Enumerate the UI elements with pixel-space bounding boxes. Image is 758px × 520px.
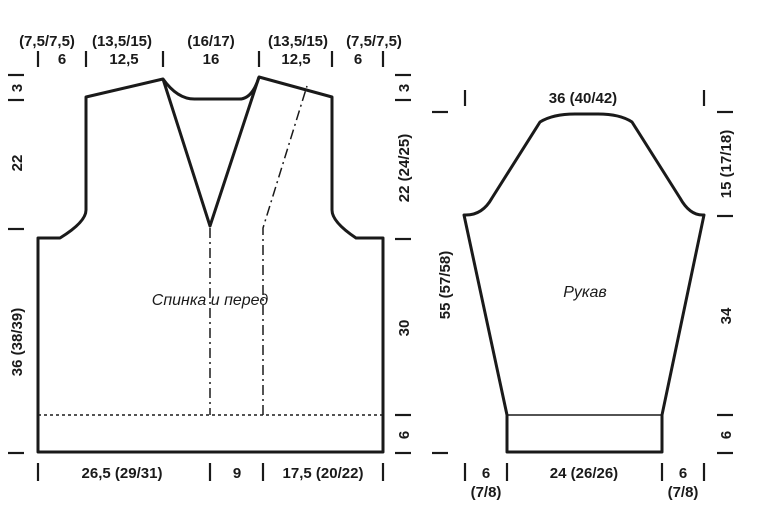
sleeve-bottom-left-2: (7/8) — [471, 484, 502, 501]
bottom-dim-1: 26,5 (29/31) — [82, 465, 163, 482]
top-base-2: 12,5 — [109, 51, 138, 68]
front-edge-line — [262, 85, 308, 415]
left-dim-1: 3 — [9, 84, 26, 92]
sleeve-bottom-center: 24 (26/26) — [550, 465, 618, 482]
body-piece: Спинка и перед — [36, 75, 385, 454]
top-base-4: 12,5 — [281, 51, 310, 68]
right-dim-1: 3 — [396, 84, 413, 92]
right-dim-3: 30 — [396, 320, 413, 337]
left-dim-2: 22 — [9, 155, 26, 172]
sleeve-bottom-right-1: 6 — [679, 465, 687, 482]
top-size-2: (13,5/15) — [92, 33, 152, 50]
bottom-dim-2: 9 — [233, 465, 241, 482]
sleeve-right-dim-3: 6 — [718, 431, 735, 439]
right-dim-2: 22 (24/25) — [396, 134, 413, 202]
body-label: Спинка и перед — [152, 292, 269, 309]
right-dim-4: 6 — [396, 431, 413, 439]
body-top-dimensions: (7,5/7,5) (13,5/15) (16/17) (13,5/15) (7… — [19, 33, 402, 68]
sleeve-right-dimensions: 15 (17/18) 34 6 — [717, 110, 735, 455]
sleeve-top-dim: 36 (40/42) — [549, 90, 617, 107]
sleeve-piece: Рукав — [462, 112, 706, 454]
sleeve-outline — [462, 112, 706, 454]
body-outline — [36, 75, 385, 454]
sleeve-bottom-right-2: (7/8) — [668, 484, 699, 501]
sleeve-left-dimensions: 55 (57/58) — [432, 110, 454, 455]
top-base-5: 6 — [354, 51, 362, 68]
sleeve-top-dimensions: 36 (40/42) — [463, 90, 706, 107]
sleeve-left-dim: 55 (57/58) — [437, 251, 454, 319]
top-base-1: 6 — [58, 51, 66, 68]
body-left-dimensions: 3 22 36 (38/39) — [8, 73, 26, 455]
top-size-1: (7,5/7,5) — [19, 33, 75, 50]
sleeve-bottom-dimensions: 6 (7/8) 24 (26/26) 6 (7/8) — [463, 463, 706, 501]
top-base-3: 16 — [203, 51, 220, 68]
v-neck-line — [161, 76, 261, 228]
top-size-5: (7,5/7,5) — [346, 33, 402, 50]
sleeve-right-dim-2: 34 — [718, 307, 735, 324]
bottom-dim-3: 17,5 (20/22) — [283, 465, 364, 482]
top-size-4: (13,5/15) — [268, 33, 328, 50]
left-dim-3: 36 (38/39) — [9, 308, 26, 376]
sleeve-bottom-left-1: 6 — [482, 465, 490, 482]
top-size-3: (16/17) — [187, 33, 235, 50]
sleeve-right-dim-1: 15 (17/18) — [718, 130, 735, 198]
sleeve-label: Рукав — [563, 284, 606, 301]
body-right-dimensions: 3 22 (24/25) 30 6 — [395, 73, 413, 455]
body-bottom-dimensions: 26,5 (29/31) 9 17,5 (20/22) — [36, 463, 385, 482]
